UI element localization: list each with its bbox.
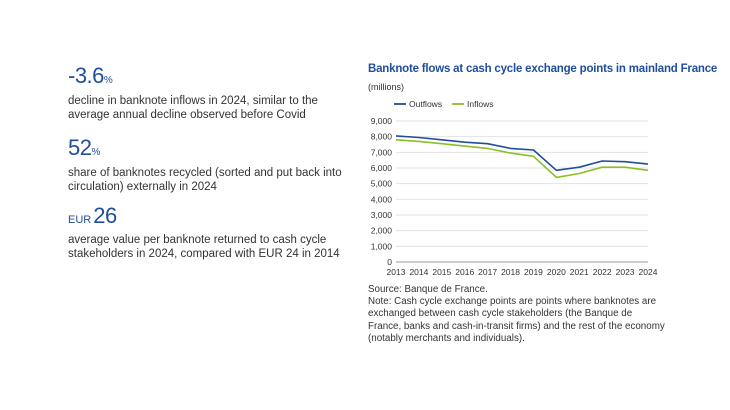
key-figure-value: EUR26 <box>68 203 117 228</box>
source-text: Source: Banque de France. <box>368 284 488 295</box>
line-chart: 0 1,000 2,000 3,000 4,000 5,000 6,000 7,000 8,00… <box>371 99 658 277</box>
y-tick-label: 9,000 <box>371 116 393 126</box>
x-tick-label: 2022 <box>593 267 612 277</box>
key-figure-description: decline in banknote inflows in 2024, sim… <box>68 95 318 121</box>
x-tick-label: 2015 <box>432 267 451 277</box>
y-tick-label: 2,000 <box>371 226 393 236</box>
key-figure-recycled-share: 52% share of banknotes recycled (sorted … <box>68 136 358 194</box>
key-figure-average-value: EUR26 average value per banknote returne… <box>68 204 358 261</box>
chart-footnote: Source: Banque de France. Note: Cash cyc… <box>368 284 668 345</box>
chart-title: Banknote flows at cash cycle exchange po… <box>368 63 718 75</box>
y-tick-label: 7,000 <box>371 147 393 157</box>
x-tick-label: 2019 <box>524 267 543 277</box>
series-line-inflows <box>395 139 649 179</box>
y-tick-label: 0 <box>387 257 392 267</box>
x-tick-label: 2013 <box>387 267 406 277</box>
key-figure-inflow-decline: -3.6% decline in banknote inflows in 202… <box>68 64 358 122</box>
legend-label-outflows: Outflows <box>409 99 442 109</box>
x-tick-label: 2024 <box>639 267 658 277</box>
key-figure-value: 52% <box>68 135 101 160</box>
x-tick-label: 2018 <box>501 267 520 277</box>
y-tick-label: 5,000 <box>371 179 393 189</box>
key-figure-description: share of banknotes recycled (sorted and … <box>68 167 342 193</box>
x-tick-label: 2020 <box>547 267 566 277</box>
series-line-outflows <box>395 135 649 172</box>
x-tick-label: 2014 <box>409 267 428 277</box>
legend-label-inflows: Inflows <box>467 99 493 109</box>
note-text: Note: Cash cycle exchange points are poi… <box>368 296 665 344</box>
x-tick-label: 2021 <box>570 267 589 277</box>
y-tick-label: 6,000 <box>371 163 393 173</box>
key-figure-description: average value per banknote returned to c… <box>68 234 340 260</box>
y-tick-label: 4,000 <box>371 194 393 204</box>
x-tick-label: 2016 <box>455 267 474 277</box>
x-tick-label: 2017 <box>478 267 497 277</box>
x-tick-label: 2023 <box>616 267 635 277</box>
y-tick-label: 8,000 <box>371 132 393 142</box>
y-tick-label: 1,000 <box>371 241 393 251</box>
key-figure-value: -3.6% <box>68 63 113 88</box>
y-tick-label: 3,000 <box>371 210 393 220</box>
chart-unit-label: (millions) <box>368 82 404 92</box>
